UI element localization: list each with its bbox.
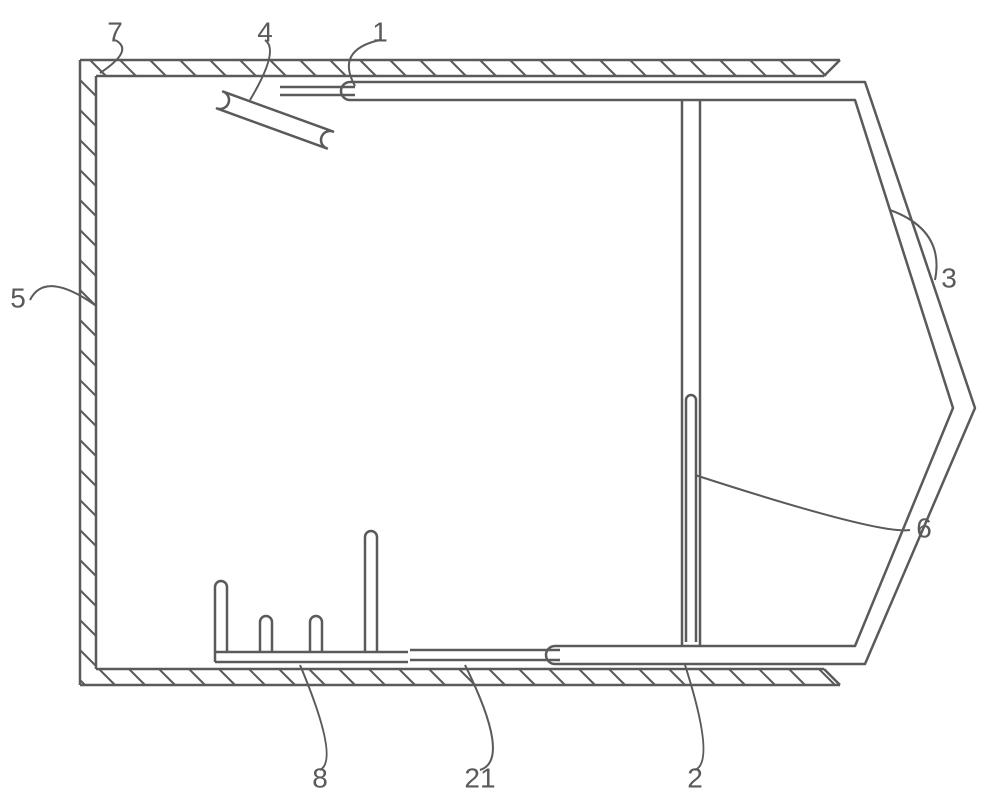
label-8: 8: [312, 762, 328, 793]
label-6: 6: [916, 512, 932, 543]
technical-diagram: 1 2 3 4 5 6 7 8 21: [0, 0, 1000, 794]
label-5: 5: [10, 282, 26, 313]
label-2: 2: [687, 762, 703, 793]
label-3: 3: [941, 262, 957, 293]
label-1: 1: [372, 16, 388, 47]
label-7: 7: [107, 16, 123, 47]
label-21: 21: [464, 762, 495, 793]
label-4: 4: [257, 16, 273, 47]
